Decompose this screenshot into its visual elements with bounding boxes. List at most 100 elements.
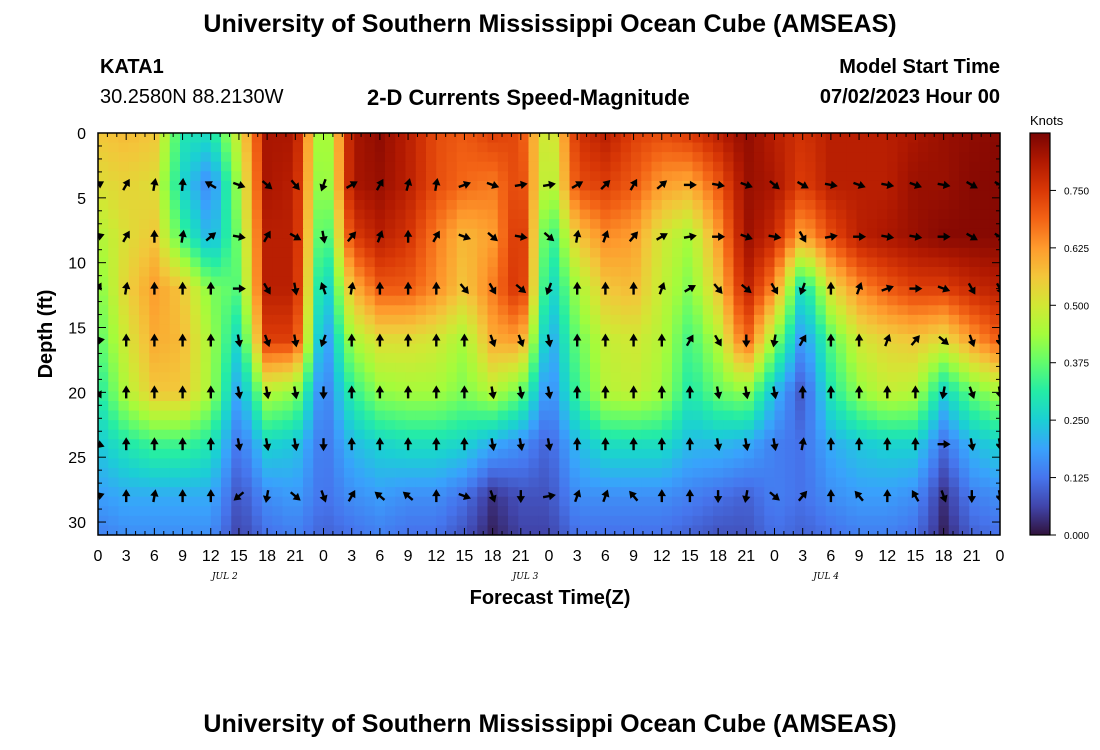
heatmap-cell: [323, 295, 335, 306]
heatmap-cell: [323, 209, 335, 220]
heatmap-cell: [774, 477, 786, 488]
heatmap-cell: [436, 238, 448, 249]
heatmap-cell: [364, 429, 376, 440]
heatmap-cell: [374, 468, 386, 479]
heatmap-cell: [272, 219, 284, 230]
heatmap-cell: [395, 209, 407, 220]
heatmap-cell: [692, 314, 704, 326]
heatmap-cell: [825, 209, 837, 220]
heatmap-cell: [764, 305, 776, 316]
heatmap-cell: [221, 267, 232, 278]
heatmap-cell: [774, 286, 786, 297]
current-arrow: [150, 229, 159, 243]
heatmap-cell: [641, 228, 653, 239]
current-arrow: [375, 333, 385, 347]
heatmap-cell: [641, 381, 653, 393]
heatmap-cell: [190, 506, 202, 517]
heatmap-cell: [354, 257, 366, 268]
heatmap-cell: [733, 180, 745, 192]
heatmap-cell: [856, 429, 868, 440]
heatmap-cell: [139, 276, 150, 287]
heatmap-cell: [938, 238, 950, 249]
heatmap-cell: [723, 439, 735, 450]
heatmap-cell: [98, 362, 109, 373]
heatmap-cell: [651, 362, 663, 373]
heatmap-cell: [436, 142, 448, 153]
heatmap-cell: [395, 468, 407, 479]
heatmap-cell: [836, 314, 847, 326]
heatmap-cell: [969, 448, 981, 460]
heatmap-cell: [938, 448, 950, 460]
heatmap-cell: [815, 525, 827, 535]
heatmap-cell: [251, 429, 263, 440]
heatmap-cell: [323, 171, 335, 182]
heatmap-cell: [590, 295, 601, 306]
heatmap-cell: [764, 161, 776, 172]
heatmap-cell: [385, 190, 396, 201]
heatmap-cell: [221, 506, 232, 517]
heatmap-cell: [323, 152, 335, 163]
heatmap-cell: [569, 324, 581, 335]
heatmap-cell: [528, 180, 540, 192]
heatmap-cell: [374, 429, 386, 440]
heatmap-cell: [661, 152, 673, 163]
heatmap-cell: [641, 190, 653, 201]
heatmap-cell: [210, 133, 222, 144]
heatmap-cell: [159, 267, 171, 278]
heatmap-cell: [866, 353, 878, 364]
heatmap-cell: [590, 372, 601, 383]
heatmap-cell: [866, 276, 878, 287]
current-arrow: [263, 334, 272, 348]
heatmap-cell: [897, 334, 909, 345]
heatmap-cell: [743, 391, 755, 402]
heatmap-cell: [672, 439, 683, 450]
heatmap-cell: [887, 238, 899, 249]
heatmap-cell: [549, 133, 560, 144]
heatmap-cell: [590, 238, 601, 249]
heatmap-cell: [907, 152, 919, 163]
current-arrow: [291, 438, 300, 452]
heatmap-cell: [241, 190, 253, 201]
heatmap-cell: [907, 429, 919, 440]
heatmap-cell: [641, 209, 653, 220]
colorbar-tick-label: 0.250: [1064, 416, 1089, 427]
heatmap-cell: [323, 506, 335, 517]
heatmap-cell: [139, 448, 150, 460]
heatmap-cell: [631, 515, 642, 527]
heatmap-cell: [764, 477, 776, 488]
heatmap-cell: [672, 487, 683, 498]
heatmap-cell: [364, 334, 376, 345]
heatmap-cell: [139, 190, 150, 201]
heatmap-cell: [415, 372, 427, 383]
heatmap-cell: [969, 247, 981, 259]
heatmap-cell: [897, 247, 909, 259]
current-arrow: [150, 437, 159, 451]
heatmap-cell: [774, 180, 786, 192]
heatmap-cell: [846, 190, 858, 201]
heatmap-cell: [815, 372, 827, 383]
heatmap-cell: [395, 506, 407, 517]
heatmap-cell: [292, 401, 304, 412]
heatmap-cell: [846, 515, 858, 527]
heatmap-cell: [139, 515, 150, 527]
heatmap-cell: [508, 496, 519, 507]
heatmap-cell: [487, 410, 499, 421]
heatmap-cell: [128, 161, 140, 172]
heatmap-cell: [528, 152, 540, 163]
heatmap-cell: [620, 515, 632, 527]
heatmap-cell: [784, 200, 796, 211]
heatmap-cell: [128, 381, 140, 393]
heatmap-cell: [836, 295, 847, 306]
heatmap-cell: [692, 228, 704, 239]
heatmap-cell: [907, 305, 919, 316]
heatmap-cell: [764, 314, 776, 326]
heatmap-cell: [620, 180, 632, 192]
heatmap-cell: [989, 209, 1000, 220]
heatmap-cell: [354, 276, 366, 287]
heatmap-cell: [128, 487, 140, 498]
heatmap-cell: [764, 324, 776, 335]
current-arrow: [798, 334, 807, 347]
heatmap-cell: [180, 133, 191, 144]
current-arrow: [657, 333, 666, 347]
heatmap-cell: [733, 228, 745, 239]
